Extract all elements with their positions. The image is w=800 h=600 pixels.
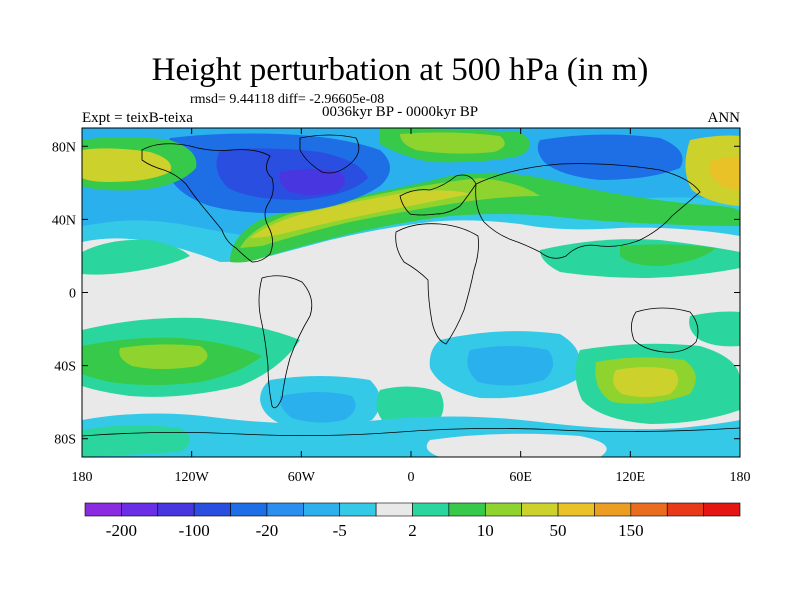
coast-north-america (141, 143, 274, 263)
x-tick-label: 60E (509, 470, 532, 485)
coast-europe (399, 174, 477, 216)
io-blue-low (467, 346, 554, 386)
period-label: 0036kyr BP - 0000kyr BP (321, 104, 479, 120)
antarctic-neutral-gap (426, 433, 607, 457)
coast-australia (631, 307, 699, 353)
coastlines (82, 134, 740, 437)
colorbar-label: -100 (179, 521, 210, 540)
colorbar-swatch (412, 502, 450, 517)
colorbar-swatch (230, 502, 268, 517)
y-tick-label: 80S (54, 433, 76, 448)
tropical-green-east-core (620, 244, 716, 266)
antarctic-green-west (82, 425, 190, 457)
y-tick-label: 0 (69, 287, 76, 302)
na-deep-core (279, 169, 346, 195)
colorbar-swatch (594, 502, 632, 517)
pacific-ne-gold (709, 157, 740, 190)
y-axis: 80N 40N 0 40S 80S (52, 140, 740, 448)
season-label: ANN (707, 110, 741, 126)
colorbar-label: 50 (550, 521, 567, 540)
colorbar-swatch (266, 502, 304, 517)
sa-blue-low (279, 392, 356, 423)
nh-green-arc (230, 172, 740, 263)
colorbar-label: 10 (477, 521, 494, 540)
colorbar-label: -200 (106, 521, 137, 540)
x-tick-label: 0 (408, 470, 415, 485)
colorbar-label: -20 (256, 521, 279, 540)
nh-yellow-core (250, 190, 470, 238)
y-tick-label: 80N (52, 140, 76, 155)
x-tick-label: 180 (72, 470, 93, 485)
colorbar-label: 150 (618, 521, 644, 540)
colorbar: -200 -100 -20 -5 2 10 50 150 (84, 502, 741, 540)
coast-antarctica (82, 427, 740, 437)
colorbar-swatch (375, 502, 413, 517)
colorbar-swatch (303, 502, 341, 517)
contour-field (82, 128, 740, 457)
colorbar-swatch (193, 502, 231, 517)
colorbar-swatch (121, 502, 159, 517)
asia-blue-low (537, 134, 683, 180)
colorbar-swatch (448, 502, 486, 517)
y-tick-label: 40N (52, 213, 76, 228)
stats-text: rmsd= 9.44118 diff= -2.96605e-08 (190, 92, 385, 107)
sh-lime-patch (119, 344, 208, 369)
coast-africa (395, 223, 479, 345)
coast-asia (475, 163, 701, 259)
x-axis: 180 120W 60W 0 60E 120E 180 (72, 128, 751, 485)
colorbar-label: -5 (333, 521, 347, 540)
colorbar-swatch (630, 502, 668, 517)
colorbar-swatch (666, 502, 704, 517)
experiment-label: Expt = teixB-teixa (82, 110, 193, 126)
x-tick-label: 120W (175, 470, 210, 485)
figure-title: Height perturbation at 500 hPa (in m) (151, 52, 649, 88)
aus-yellow-core (613, 367, 679, 397)
x-tick-label: 60W (288, 470, 316, 485)
pacific-sh-green (689, 311, 740, 347)
nh-lime-arc (240, 178, 540, 248)
colorbar-swatch (84, 502, 122, 517)
np-yellow-patch (82, 148, 172, 182)
colorbar-label: 2 (408, 521, 417, 540)
y-tick-label: 40S (54, 360, 76, 375)
colorbar-swatch (484, 502, 522, 517)
colorbar-swatch (339, 502, 377, 517)
colorbar-swatch (157, 502, 195, 517)
colorbar-swatch (703, 502, 741, 517)
tropical-green-west (82, 239, 190, 275)
coast-south-america (258, 275, 313, 409)
colorbar-swatch (557, 502, 595, 517)
npol-lime-patch (400, 132, 505, 154)
x-tick-label: 120E (616, 470, 646, 485)
x-tick-label: 180 (730, 470, 751, 485)
coast-greenland (299, 134, 360, 174)
colorbar-swatch (521, 502, 559, 517)
